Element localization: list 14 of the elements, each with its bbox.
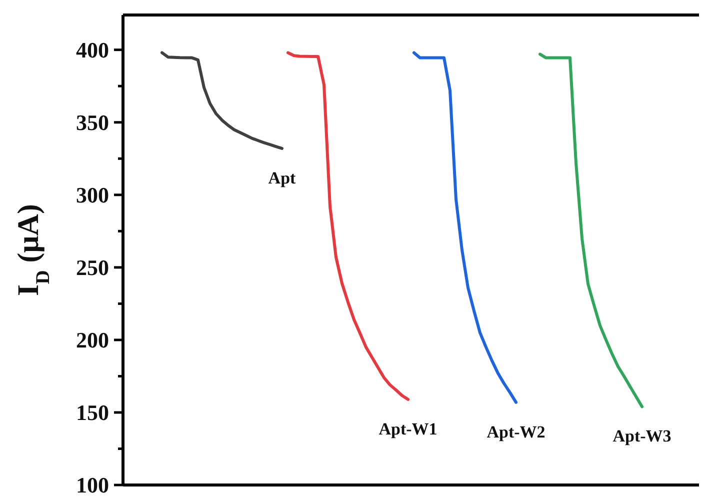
y-tick-label: 100 (76, 472, 109, 498)
y-tick-label: 350 (76, 110, 109, 136)
line-series (160, 51, 284, 150)
line-series (538, 52, 644, 408)
y-tick-label: 300 (76, 182, 109, 208)
series-label: Apt-W3 (612, 426, 672, 446)
series-label: Apt-W2 (486, 422, 546, 442)
series-label: Apt (268, 168, 296, 188)
y-tick-label: 400 (76, 38, 109, 63)
y-tick-label: 250 (76, 255, 109, 280)
y-tick-label: 150 (76, 400, 109, 426)
y-tick-label: 200 (76, 328, 109, 353)
line-series (412, 51, 518, 404)
series-label: Apt-W1 (378, 419, 438, 438)
